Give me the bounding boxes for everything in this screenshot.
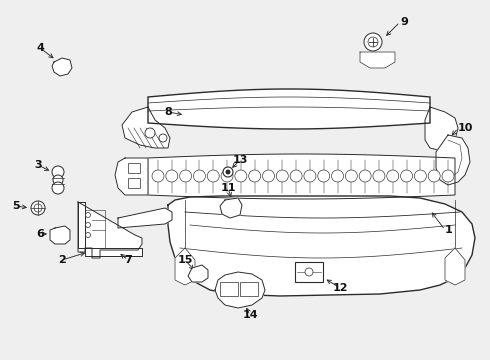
Circle shape: [235, 170, 247, 182]
Circle shape: [318, 170, 330, 182]
Circle shape: [387, 170, 399, 182]
Circle shape: [304, 170, 316, 182]
Polygon shape: [148, 89, 430, 129]
Polygon shape: [78, 202, 142, 258]
Text: 14: 14: [242, 310, 258, 320]
Circle shape: [415, 170, 426, 182]
Circle shape: [53, 175, 63, 185]
Text: 13: 13: [232, 155, 247, 165]
Circle shape: [52, 182, 64, 194]
Circle shape: [364, 33, 382, 51]
Text: 6: 6: [36, 229, 44, 239]
Polygon shape: [425, 107, 458, 150]
Bar: [128, 163, 140, 173]
Text: 4: 4: [36, 43, 44, 53]
Circle shape: [373, 170, 385, 182]
Circle shape: [345, 170, 357, 182]
Polygon shape: [118, 208, 172, 228]
Polygon shape: [220, 198, 242, 218]
Polygon shape: [175, 248, 195, 285]
Circle shape: [159, 134, 167, 142]
Text: 10: 10: [458, 123, 473, 133]
Polygon shape: [85, 248, 142, 256]
Text: 3: 3: [34, 160, 42, 170]
Circle shape: [428, 170, 440, 182]
Polygon shape: [78, 202, 85, 248]
Polygon shape: [115, 158, 148, 195]
Polygon shape: [188, 265, 208, 282]
Circle shape: [223, 167, 233, 177]
Polygon shape: [445, 248, 465, 285]
Circle shape: [31, 201, 45, 215]
Circle shape: [207, 170, 219, 182]
Circle shape: [145, 128, 155, 138]
Circle shape: [263, 170, 274, 182]
Circle shape: [180, 170, 192, 182]
Circle shape: [400, 170, 413, 182]
Polygon shape: [436, 135, 470, 185]
Circle shape: [359, 170, 371, 182]
Polygon shape: [168, 196, 475, 296]
Circle shape: [85, 212, 91, 217]
Polygon shape: [148, 154, 455, 199]
Circle shape: [221, 170, 233, 182]
Circle shape: [52, 166, 64, 178]
Circle shape: [368, 37, 378, 47]
Polygon shape: [122, 107, 170, 148]
Circle shape: [34, 204, 42, 212]
Text: 15: 15: [177, 255, 193, 265]
Text: 7: 7: [124, 255, 132, 265]
Bar: [220, 282, 238, 296]
Polygon shape: [360, 52, 395, 68]
Circle shape: [194, 170, 205, 182]
Bar: [295, 262, 323, 282]
Circle shape: [248, 170, 261, 182]
Circle shape: [225, 170, 230, 175]
Bar: [128, 178, 140, 188]
Polygon shape: [52, 58, 72, 76]
Circle shape: [305, 268, 313, 276]
Circle shape: [276, 170, 288, 182]
Circle shape: [442, 170, 454, 182]
Text: 2: 2: [58, 255, 66, 265]
Circle shape: [332, 170, 343, 182]
Circle shape: [290, 170, 302, 182]
Text: 5: 5: [12, 201, 20, 211]
Circle shape: [166, 170, 178, 182]
Circle shape: [85, 233, 91, 238]
Text: 1: 1: [445, 225, 453, 235]
Polygon shape: [50, 226, 70, 244]
Text: 11: 11: [220, 183, 236, 193]
Text: 12: 12: [332, 283, 348, 293]
Text: 8: 8: [164, 107, 172, 117]
Circle shape: [152, 170, 164, 182]
Polygon shape: [215, 272, 265, 308]
Bar: [240, 282, 258, 296]
Text: 9: 9: [400, 17, 408, 27]
Circle shape: [85, 222, 91, 228]
